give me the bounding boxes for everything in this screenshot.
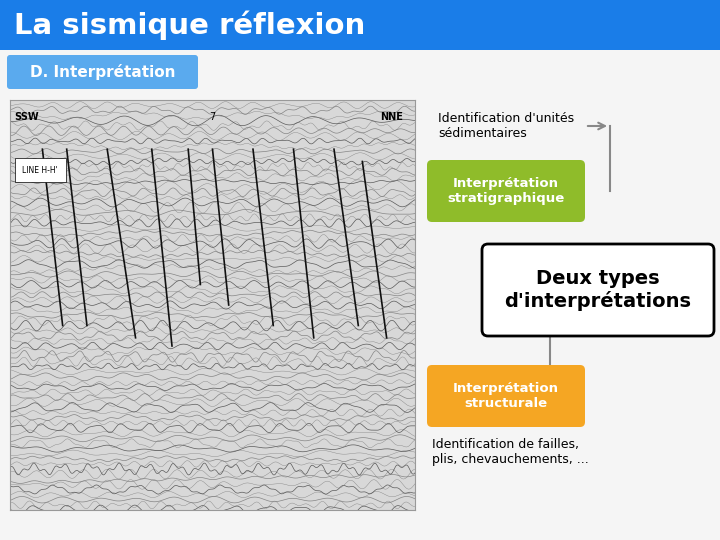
FancyBboxPatch shape: [482, 244, 714, 336]
Text: Identification d'unités
sédimentaires: Identification d'unités sédimentaires: [438, 112, 574, 140]
FancyBboxPatch shape: [7, 55, 198, 89]
Text: D. Interprétation: D. Interprétation: [30, 64, 175, 80]
Text: SSW: SSW: [14, 112, 39, 122]
Text: LINE H-H': LINE H-H': [22, 166, 58, 174]
FancyBboxPatch shape: [427, 160, 585, 222]
Text: La sismique réflexion: La sismique réflexion: [14, 10, 365, 40]
Bar: [0, 0, 720, 50]
Text: 7: 7: [210, 112, 215, 122]
Text: NNE: NNE: [380, 112, 403, 122]
FancyBboxPatch shape: [427, 365, 585, 427]
Text: Identification de failles,
plis, chevauchements, ...: Identification de failles, plis, chevauc…: [432, 438, 589, 466]
Text: Interprétation
stratigraphique: Interprétation stratigraphique: [447, 177, 564, 205]
Text: Deux types
d'interprétations: Deux types d'interprétations: [505, 269, 691, 311]
Text: Interprétation
structurale: Interprétation structurale: [453, 382, 559, 410]
